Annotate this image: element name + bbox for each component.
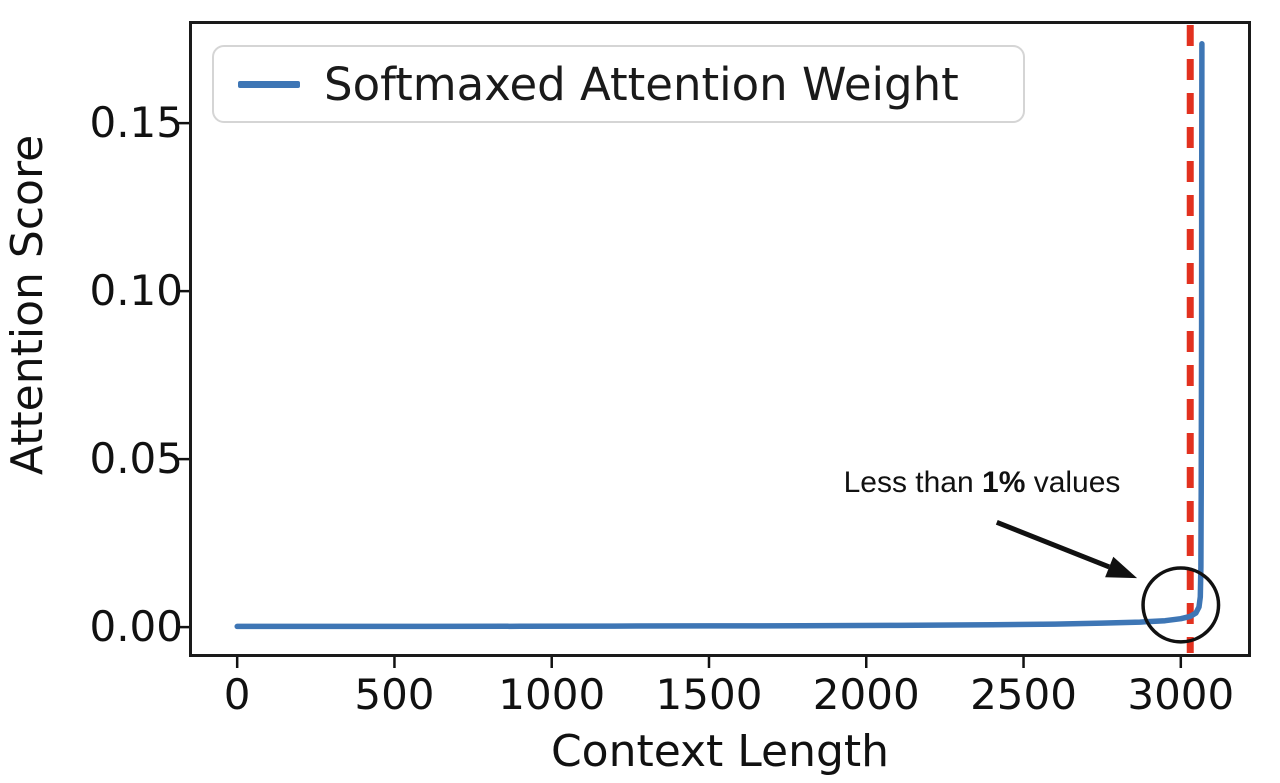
y-tick-label: 0.05 — [89, 434, 183, 484]
annotation-arrow-head — [1105, 556, 1138, 579]
x-tick-label: 2000 — [812, 670, 920, 719]
y-tick-label: 0.15 — [89, 98, 183, 148]
annotation-text-suffix: values — [1025, 465, 1121, 499]
series-line — [234, 41, 1205, 630]
x-tick-label: 3000 — [1127, 670, 1235, 719]
y-tick-label: 0.10 — [89, 266, 183, 316]
legend-line-swatch — [238, 80, 300, 88]
legend-label: Softmaxed Attention Weight — [324, 57, 959, 111]
annotation-text-bold: 1% — [982, 465, 1026, 499]
x-axis-title: Context Length — [550, 726, 890, 777]
plot-area — [189, 21, 1251, 657]
x-tick-label: 1000 — [498, 670, 606, 719]
y-tick-label: 0.00 — [89, 602, 183, 652]
annotation-text-prefix: Less than — [843, 465, 983, 499]
annotation-text: Less than 1% values — [843, 465, 1121, 499]
annotation-arrow-shaft — [995, 519, 1111, 570]
x-tick-label: 1500 — [655, 670, 763, 719]
y-axis-title: Attention Score — [2, 134, 53, 476]
x-tick-label: 2500 — [970, 670, 1077, 719]
legend: Softmaxed Attention Weight — [212, 45, 1025, 123]
annotation-circle — [1141, 566, 1221, 644]
x-tick-label: 500 — [354, 670, 435, 719]
x-tick-label: 0 — [223, 670, 251, 719]
